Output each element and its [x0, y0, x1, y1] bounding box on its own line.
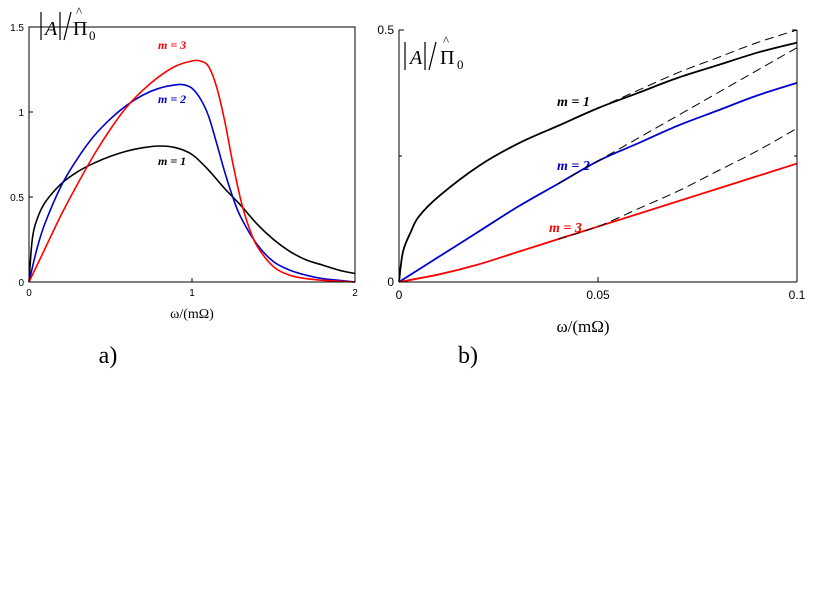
- panel-b-xtick-label: 0.05: [586, 288, 610, 302]
- panel-a-annotation-m1: m = 1: [158, 154, 186, 168]
- panel-b-ticks: 0 0.05 0.1 0 0.5: [377, 23, 805, 302]
- panel-b-line-m-2-asymptote: [557, 47, 798, 185]
- panel-b-ytick-label: 0: [387, 275, 394, 289]
- panel-b-annotation-m1: m = 1: [557, 95, 590, 110]
- panel-b-ylabel-hat: ^: [443, 33, 449, 48]
- panel-a-series: [28, 59, 356, 283]
- panel-a-xlabel: ω/(mΩ): [170, 307, 214, 322]
- panel-a-xtick-label: 2: [352, 288, 358, 299]
- panel-a-ytick-label: 1: [18, 108, 24, 119]
- panel-b-annotation-m3: m = 3: [549, 221, 582, 236]
- panel-a-ylabel-pi: Π: [73, 18, 87, 40]
- panel-a-label: a): [99, 343, 118, 369]
- panel-a-ylabel-a: A: [43, 18, 58, 40]
- panel-b-ylabel: A Π ^ 0: [404, 33, 464, 72]
- panel-b-ytick-label: 0.5: [377, 23, 394, 37]
- panel-a: 0 1 2 0 0.5 1 1.5 A Π ^ 0 ω/(mΩ) a) m = 3 m = …: [10, 4, 358, 369]
- panel-a-xtick-label: 0: [26, 288, 32, 299]
- panel-b-line-m-3: [398, 162, 798, 283]
- panel-a-ylabel: A Π ^ 0: [40, 4, 96, 43]
- panel-b-xlabel: ω/(mΩ): [556, 317, 609, 336]
- panel-a-ylabel-hat: ^: [76, 4, 82, 19]
- panel-a-annotation-m3: m = 3: [158, 38, 186, 52]
- panel-b-line-m-1: [398, 41, 798, 283]
- panel-b-ylabel-a: A: [408, 47, 423, 69]
- panel-a-ytick-label: 0: [18, 278, 24, 289]
- panel-b-line-m-3-asymptote: [558, 127, 798, 240]
- panel-b-xtick-label: 0: [396, 288, 403, 302]
- panel-b-ylabel-pi: Π: [440, 47, 454, 69]
- panel-a-line-m-2: [28, 83, 356, 283]
- panel-a-ytick-label: 1.5: [10, 23, 24, 34]
- panel-b-line-m-1-asymptote: [557, 29, 798, 127]
- panel-a-ytick-label: 0.5: [10, 193, 24, 204]
- panel-b-series: [398, 29, 798, 283]
- panel-a-line-m-3: [28, 59, 356, 283]
- panel-a-ticks: 0 1 2 0 0.5 1 1.5: [10, 23, 358, 299]
- panel-a-line-m-1: [28, 145, 356, 283]
- panel-b-ylabel-sub: 0: [457, 57, 464, 72]
- panel-b-annotation-m2: m = 2: [557, 159, 590, 174]
- panel-a-annotation-m2: m = 2: [158, 92, 186, 106]
- panel-a-ylabel-sub: 0: [89, 28, 96, 43]
- panel-b-xtick-label: 0.1: [789, 288, 806, 302]
- panel-a-xtick-label: 1: [189, 288, 195, 299]
- panel-b-label: b): [458, 343, 478, 369]
- panel-b: 0 0.05 0.1 0 0.5 A Π ^ 0 ω/(mΩ) b) m = 1 m =…: [377, 23, 805, 369]
